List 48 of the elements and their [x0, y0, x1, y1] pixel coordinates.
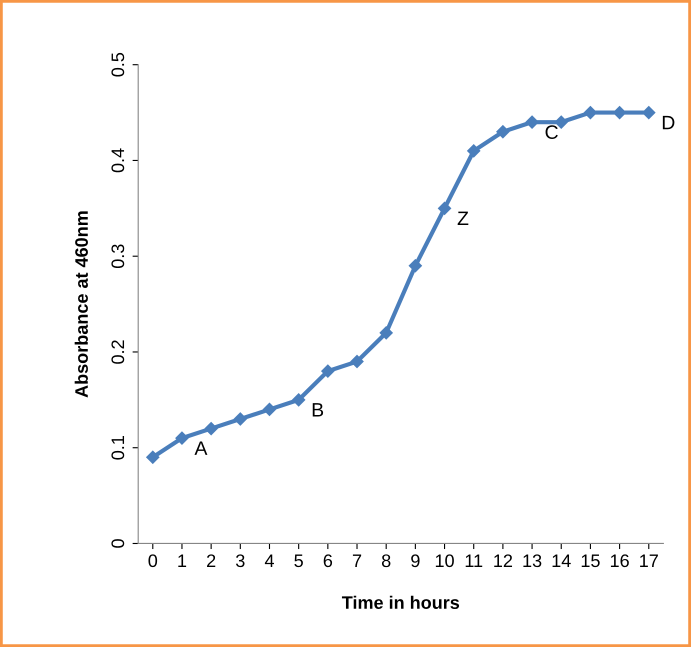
- x-tick-label: 3: [236, 554, 245, 568]
- x-tick-label: 10: [436, 554, 454, 568]
- y-axis-title: Absorbance at 460nm: [74, 211, 88, 398]
- annotation: A: [194, 441, 208, 455]
- x-tick-label: 15: [582, 554, 600, 568]
- point: [350, 354, 364, 368]
- x-tick-label: 9: [411, 554, 420, 568]
- point: [146, 450, 160, 464]
- x-tick-label: 17: [640, 554, 658, 567]
- annotation: B: [312, 403, 324, 417]
- point: [262, 402, 276, 416]
- point: [467, 144, 480, 158]
- point: [292, 393, 306, 406]
- x-tick-label: 14: [552, 554, 571, 567]
- x-tick-label: 8: [382, 554, 390, 568]
- x-tick-label: 1: [178, 554, 186, 567]
- x-tick-label: 11: [466, 554, 482, 567]
- annotation: Z: [458, 212, 468, 225]
- point: [438, 202, 452, 215]
- x-tick-label: 2: [207, 554, 216, 567]
- x-tick-label: 6: [324, 554, 332, 568]
- x-tick-label: 7: [352, 554, 362, 567]
- x-axis-title: Time in hours: [342, 596, 460, 609]
- annotation: C: [546, 125, 558, 140]
- point: [380, 326, 393, 340]
- point: [175, 432, 189, 445]
- y-tick-label: 0.5: [111, 52, 124, 77]
- point: [234, 412, 247, 426]
- point: [204, 422, 218, 436]
- x-tick-label: 13: [523, 554, 542, 568]
- point: [321, 364, 334, 378]
- point: [642, 106, 656, 120]
- annotation: D: [662, 116, 674, 130]
- y-tick-label: 0.4: [111, 148, 124, 172]
- x-tick-label: 5: [294, 554, 303, 568]
- y-tick-label: 0.1: [111, 436, 124, 460]
- x-tick-label: 4: [264, 554, 274, 567]
- x-tick-label: 16: [610, 554, 629, 568]
- x-tick-label: 12: [494, 554, 512, 567]
- point: [525, 116, 539, 129]
- point: [584, 106, 598, 120]
- point: [408, 259, 422, 272]
- point: [496, 125, 510, 138]
- point: [613, 106, 626, 120]
- x-tick-label: 0: [148, 554, 158, 568]
- y-tick-label: 0.3: [111, 244, 124, 268]
- y-tick-label: 0.2: [111, 340, 124, 364]
- y-tick-label: 0: [111, 539, 124, 548]
